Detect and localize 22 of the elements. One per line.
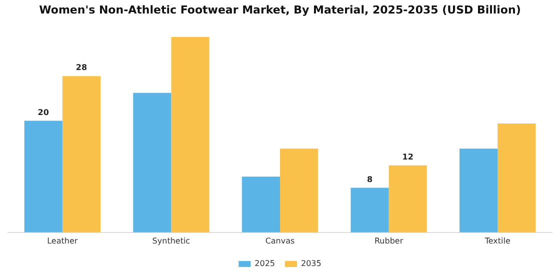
bar	[62, 76, 100, 232]
chart-title: Women's Non-Athletic Footwear Market, By Material, 2025-2035 (USD Billion)	[39, 3, 521, 16]
bar	[498, 124, 536, 232]
x-tick-label: Canvas	[265, 236, 295, 246]
legend-label: 2035	[301, 259, 322, 268]
legend-label: 2025	[254, 259, 275, 268]
bar	[24, 120, 62, 232]
bar	[350, 188, 389, 232]
bar	[280, 148, 318, 232]
x-tick-label: Rubber	[374, 236, 404, 246]
data-label: 12	[402, 152, 414, 162]
data-label: 20	[38, 108, 50, 117]
data-label: 28	[76, 63, 88, 72]
bar	[388, 165, 427, 232]
bar	[242, 176, 280, 232]
x-tick-label: Textile	[484, 236, 510, 246]
data-label: 8	[366, 174, 373, 184]
bar	[171, 37, 210, 232]
bar	[133, 92, 172, 232]
bar	[460, 148, 498, 232]
x-tick-label: Leather	[47, 236, 78, 246]
x-tick-label: Synthetic	[152, 236, 190, 246]
